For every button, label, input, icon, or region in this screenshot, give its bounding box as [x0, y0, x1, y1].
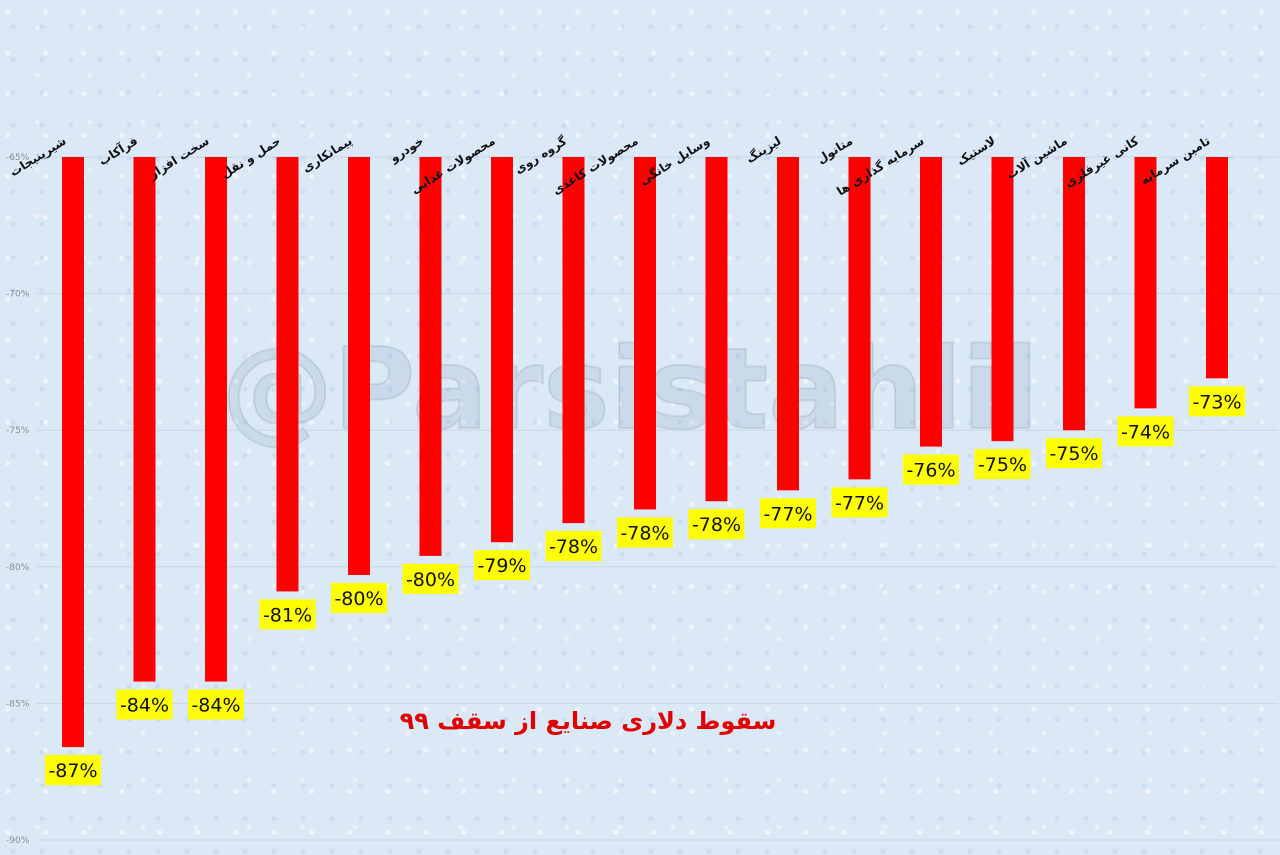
y-tick-label: -75% — [6, 426, 30, 436]
data-label-box — [402, 563, 459, 594]
bar — [705, 157, 728, 502]
bar — [562, 157, 585, 524]
bar — [419, 157, 442, 556]
data-label: -73% — [1189, 386, 1245, 417]
data-label-text: -73% — [1192, 391, 1241, 413]
data-label-box — [974, 449, 1031, 480]
data-label-text: -80% — [406, 569, 455, 591]
bar — [491, 157, 513, 543]
data-label: -78% — [545, 531, 602, 562]
y-tick-label: -90% — [6, 836, 30, 846]
bar — [848, 157, 871, 480]
data-label-text: -76% — [906, 460, 955, 482]
data-label: -75% — [974, 449, 1031, 480]
chart-title: سقوط دلاری صنایع از سقف ۹۹ — [400, 707, 777, 735]
data-label-box — [760, 498, 816, 529]
data-label-text: -80% — [334, 588, 383, 610]
data-label-box — [688, 509, 745, 540]
data-label-box — [1189, 386, 1245, 417]
bar — [133, 157, 156, 682]
data-label-text: -81% — [263, 604, 312, 626]
data-label: -80% — [331, 582, 387, 613]
y-tick-label: -70% — [6, 290, 30, 300]
data-label: -84% — [188, 689, 244, 720]
data-label-text: -78% — [692, 514, 741, 536]
y-axis: -65% -70% -75% -80% -85% -90% — [6, 153, 30, 846]
watermark: @Parsistahlil — [221, 325, 1039, 455]
data-label-text: -77% — [763, 503, 812, 525]
data-label-box — [617, 517, 673, 548]
bar — [1206, 157, 1228, 379]
data-label: -75% — [1046, 438, 1102, 469]
bar — [1134, 157, 1157, 409]
category-labels: شیرینیجات فرآکاب سخت افزار حمل و نقل پیمانکا… — [7, 133, 1212, 199]
data-label-box — [545, 531, 602, 562]
bar — [991, 157, 1014, 442]
data-label-box — [903, 454, 959, 485]
data-label-text: -78% — [620, 522, 669, 544]
data-label: -77% — [831, 487, 888, 518]
data-label-text: -75% — [1049, 443, 1098, 465]
category-label: پیمانکاری — [300, 134, 355, 175]
data-label-text: -74% — [1121, 421, 1170, 443]
data-label-box — [45, 755, 101, 786]
data-label: -77% — [760, 498, 816, 529]
data-label-text: -77% — [835, 492, 884, 514]
bar — [777, 157, 799, 491]
data-label: -84% — [116, 689, 173, 720]
category-label: حمل و نقل — [219, 134, 284, 182]
data-label: -79% — [474, 550, 530, 581]
data-label-text: -87% — [48, 760, 97, 782]
y-tick-label: -85% — [6, 699, 30, 709]
data-label: -81% — [259, 599, 316, 630]
data-labels: -87% -84% -84% -81% -80% -80% -79% -78% -78% -78%… — [45, 386, 1245, 786]
y-tick-label: -80% — [6, 563, 30, 573]
bar — [62, 157, 84, 748]
bar — [634, 157, 656, 510]
data-label-text: -78% — [549, 536, 598, 558]
category-label: گروه روی — [512, 134, 570, 178]
data-label-text: -79% — [477, 555, 526, 577]
data-label: -78% — [617, 517, 673, 548]
bar — [920, 157, 942, 447]
data-label-text: -75% — [978, 454, 1027, 476]
data-label-box — [331, 582, 387, 613]
category-label: فرآکاب — [96, 133, 140, 168]
data-label-box — [116, 689, 173, 720]
bars — [62, 157, 1228, 748]
y-tick-label: -65% — [6, 153, 30, 163]
category-label: سخت افزار — [146, 134, 212, 182]
bar — [205, 157, 227, 682]
data-label: -78% — [688, 509, 745, 540]
bar — [276, 157, 299, 592]
data-label: -76% — [903, 454, 959, 485]
data-label-box — [1117, 416, 1174, 447]
bar — [1063, 157, 1085, 431]
data-label: -87% — [45, 755, 101, 786]
data-label-text: -84% — [120, 695, 169, 717]
data-label: -80% — [402, 563, 459, 594]
bar — [348, 157, 370, 575]
data-label-box — [831, 487, 888, 518]
data-label-box — [259, 599, 316, 630]
data-label-box — [188, 689, 244, 720]
data-label-text: -84% — [191, 695, 240, 717]
data-label-box — [474, 550, 530, 581]
data-label: -74% — [1117, 416, 1174, 447]
data-label-box — [1046, 438, 1102, 469]
